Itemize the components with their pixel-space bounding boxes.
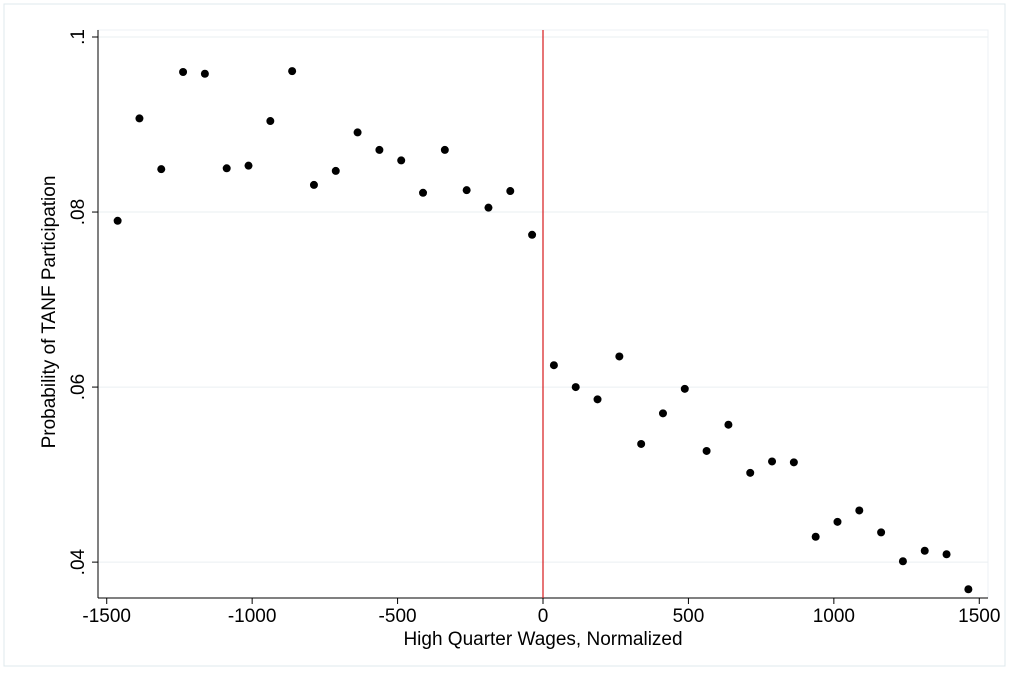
point: [440, 145, 449, 154]
point: [549, 361, 558, 370]
point: [331, 166, 340, 175]
point: [506, 187, 515, 196]
point: [179, 68, 188, 77]
x-axis-title: High Quarter Wages, Normalized: [403, 629, 682, 650]
point: [680, 384, 689, 393]
point: [789, 458, 798, 467]
point: [484, 203, 493, 212]
point: [658, 409, 667, 418]
y-tick-label: .04: [68, 548, 89, 575]
point: [157, 165, 166, 174]
point: [419, 188, 428, 197]
point: [964, 585, 973, 594]
point: [397, 156, 406, 165]
point: [200, 69, 209, 78]
point: [375, 145, 384, 154]
point: [898, 557, 907, 566]
point: [637, 439, 646, 448]
point: [135, 114, 144, 123]
point: [288, 67, 297, 76]
x-tick-label: 1500: [958, 606, 1000, 627]
point: [353, 128, 362, 137]
point: [855, 506, 864, 515]
y-tick-label: .06: [68, 374, 89, 400]
point: [615, 352, 624, 361]
x-tick-label: 500: [673, 606, 705, 627]
x-tick-label: -1500: [82, 606, 131, 627]
point: [746, 468, 755, 477]
point: [593, 395, 602, 404]
point: [222, 164, 231, 173]
x-tick-label: 1000: [813, 606, 855, 627]
point: [113, 216, 122, 225]
point: [920, 546, 929, 555]
point: [833, 517, 842, 526]
point: [768, 457, 777, 466]
point: [266, 117, 275, 126]
y-tick-label: .1: [68, 29, 89, 45]
point: [309, 180, 318, 189]
point: [702, 446, 711, 455]
point: [724, 420, 733, 429]
point: [811, 532, 820, 541]
x-tick-label: -500: [379, 606, 417, 627]
point: [942, 550, 951, 559]
point: [528, 230, 537, 239]
point: [571, 383, 580, 392]
point: [244, 161, 253, 170]
point: [877, 528, 886, 537]
y-tick-label: .08: [68, 199, 89, 225]
x-tick-label: -1000: [228, 606, 277, 627]
y-axis-title: Probability of TANF Participation: [39, 176, 60, 449]
x-tick-label: 0: [538, 606, 549, 627]
point: [462, 186, 471, 195]
